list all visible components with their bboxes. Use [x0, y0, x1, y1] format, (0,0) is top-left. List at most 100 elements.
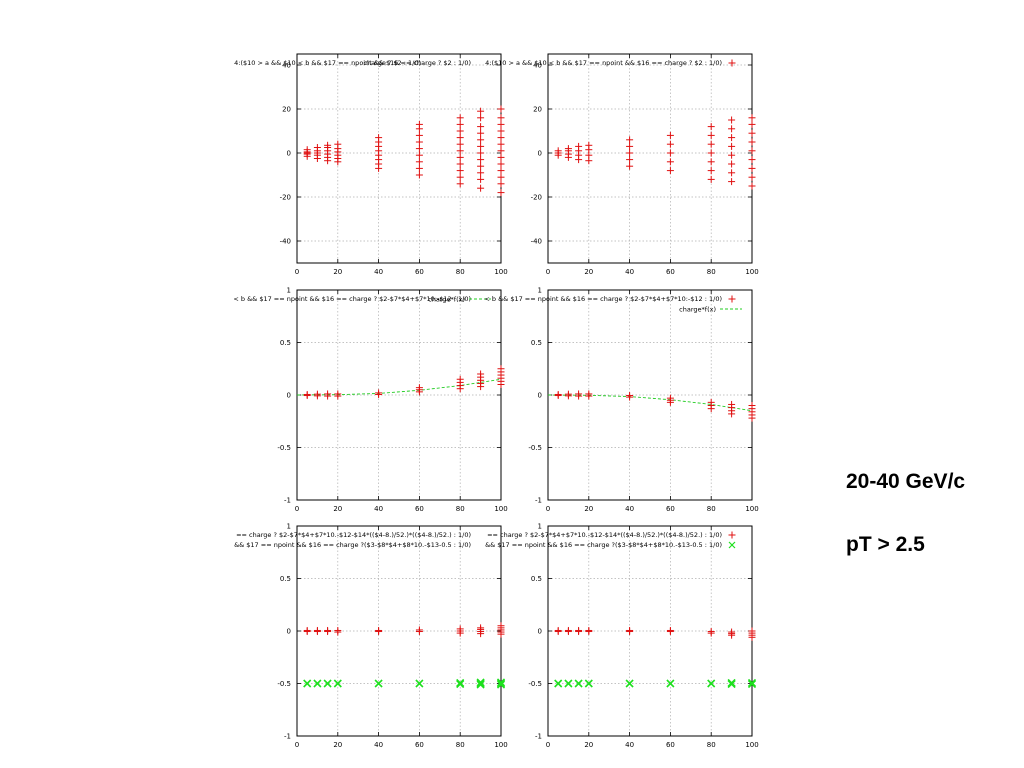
y-tick-label: 1: [538, 523, 542, 531]
legend-label: charge*f(x): [428, 296, 465, 304]
y-tick-label: 0: [287, 628, 291, 636]
data-point-cross: [747, 678, 757, 688]
y-tick-label: -20: [531, 194, 542, 202]
x-tick-label: 80: [456, 741, 465, 749]
data-point-cross: [574, 679, 583, 688]
x-tick-label: 20: [584, 268, 593, 276]
x-tick-label: 40: [625, 505, 634, 513]
panel-header-2: && $17 == npoint && $16 == charge ?($3-$…: [485, 541, 722, 549]
y-tick-label: 0: [538, 392, 542, 400]
x-tick-label: 0: [546, 741, 550, 749]
panel-header-overlap: charge ? $2 : 1/0): [363, 59, 421, 67]
panel-header: < b && $17 == npoint && $16 == charge ? …: [484, 295, 722, 303]
panel-header: == charge ? $2-$7*$4+$7*10.-$12-$14*(($4…: [236, 531, 471, 539]
x-tick-label: 0: [295, 741, 299, 749]
legend-marker-cross: [728, 541, 736, 549]
y-tick-label: 0.5: [280, 339, 291, 347]
y-tick-label: -40: [531, 238, 542, 246]
x-tick-label: 100: [745, 505, 758, 513]
x-tick-label: 0: [546, 505, 550, 513]
x-tick-label: 0: [546, 268, 550, 276]
y-tick-label: -0.5: [528, 680, 542, 688]
y-tick-label: 0: [287, 150, 291, 158]
x-tick-label: 60: [666, 505, 675, 513]
y-tick-label: 0: [538, 150, 542, 158]
data-point-cross: [707, 679, 716, 688]
x-tick-label: 60: [415, 505, 424, 513]
y-tick-label: 0.5: [531, 575, 542, 583]
y-tick-label: 0: [287, 392, 291, 400]
y-tick-label: -20: [280, 194, 291, 202]
panel-header-2: && $17 == npoint && $16 == charge ?($3-$…: [234, 541, 471, 549]
y-tick-label: 0.5: [531, 339, 542, 347]
data-point-cross: [313, 679, 322, 688]
fit-curve: [296, 378, 502, 396]
chart-panel-6: 0 20 40 60 80 100 -1 -0.5 0 0.5 1== charge ? $2-$7…: [485, 523, 759, 750]
legend-label: charge*f(x): [679, 306, 716, 314]
x-tick-label: 20: [333, 741, 342, 749]
x-tick-label: 100: [745, 741, 758, 749]
x-tick-label: 80: [456, 268, 465, 276]
x-tick-label: 80: [456, 505, 465, 513]
x-tick-label: 100: [494, 268, 507, 276]
x-tick-label: 60: [415, 741, 424, 749]
y-tick-label: 0: [538, 628, 542, 636]
chart-panel-4: 0 20 40 60 80 100 -1 -0.5 0 0.5 1< b && $17 == npo…: [484, 287, 758, 514]
x-tick-label: 20: [333, 505, 342, 513]
data-point-cross: [625, 679, 634, 688]
y-tick-label: 20: [533, 106, 542, 114]
panel-header: == charge ? $2-$7*$4+$7*10.-$12-$14*(($4…: [487, 531, 722, 539]
chart-panel-5: 0 20 40 60 80 100 -1 -0.5 0 0.5 1== charge ? $2-$7…: [234, 523, 508, 750]
y-tick-label: -1: [535, 497, 542, 505]
x-tick-label: 80: [707, 741, 716, 749]
panel-header: < b && $17 == npoint && $16 == charge ? …: [233, 295, 471, 303]
panel-header: 4:($10 > a && $10 < b && $17 == npoint &…: [234, 59, 471, 67]
x-tick-label: 40: [625, 741, 634, 749]
data-point-cross: [564, 679, 573, 688]
data-point-cross: [456, 678, 465, 688]
x-tick-label: 20: [584, 741, 593, 749]
y-tick-label: 20: [282, 106, 291, 114]
y-tick-label: 1: [538, 287, 542, 295]
data-point-cross: [496, 678, 506, 687]
data-point-cross: [554, 679, 563, 688]
y-tick-label: -0.5: [277, 680, 291, 688]
x-tick-label: 100: [745, 268, 758, 276]
panel-header: 4:($10 > a && $10 < b && $17 == npoint &…: [485, 59, 722, 67]
chart-panel-3: 0 20 40 60 80 100 -1 -0.5 0 0.5 1< b && $17 == npo…: [233, 287, 507, 514]
fit-curve: [547, 394, 753, 412]
x-tick-label: 40: [374, 268, 383, 276]
data-point-cross: [476, 678, 485, 687]
x-tick-label: 60: [666, 741, 675, 749]
data-point-cross: [374, 679, 383, 688]
x-tick-label: 60: [666, 268, 675, 276]
data-point-cross: [727, 678, 736, 688]
y-tick-label: 40: [533, 62, 542, 70]
data-point-cross: [415, 679, 424, 688]
y-tick-label: 40: [282, 62, 291, 70]
data-point-cross: [323, 679, 332, 688]
y-tick-label: 1: [287, 523, 291, 531]
x-tick-label: 20: [333, 268, 342, 276]
y-tick-label: -40: [280, 238, 291, 246]
x-tick-label: 0: [295, 268, 299, 276]
x-tick-label: 100: [494, 741, 507, 749]
y-tick-label: -0.5: [528, 444, 542, 452]
x-tick-label: 80: [707, 268, 716, 276]
data-point-cross: [333, 679, 342, 688]
energy-range-label: 20-40 GeV/c: [846, 470, 966, 493]
y-tick-label: -1: [284, 733, 291, 741]
x-tick-label: 40: [374, 505, 383, 513]
data-point-cross: [584, 679, 593, 688]
x-tick-label: 80: [707, 505, 716, 513]
y-tick-label: 0.5: [280, 575, 291, 583]
x-tick-label: 0: [295, 505, 299, 513]
pt-cut-label: pT > 2.5: [846, 533, 925, 556]
x-tick-label: 40: [374, 741, 383, 749]
data-point-cross: [303, 679, 312, 688]
data-point-cross: [666, 679, 675, 688]
x-tick-label: 40: [625, 268, 634, 276]
